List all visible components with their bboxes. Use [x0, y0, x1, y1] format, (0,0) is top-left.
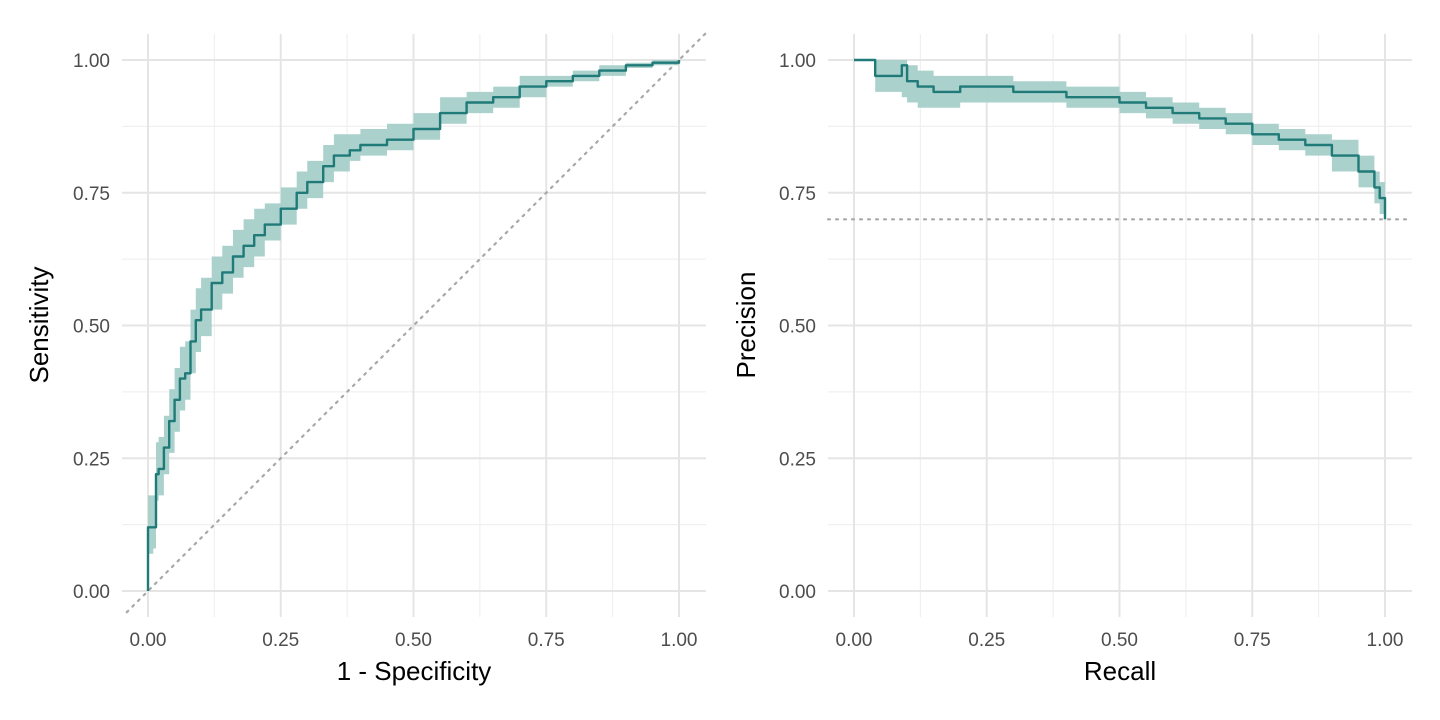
- roc-y-tick-label: 0.50: [73, 317, 110, 338]
- pr-confidence-band: [854, 60, 1385, 230]
- pr-grid: [828, 34, 1412, 617]
- pr-y-tick-label: 0.25: [779, 449, 816, 470]
- pr-x-tick-label: 0.50: [1101, 630, 1138, 651]
- pr-curve-line: [854, 58, 1387, 220]
- pr-x-tick-label: 0.25: [968, 630, 1005, 651]
- roc-x-tick-label: 1.00: [661, 630, 698, 651]
- roc-y-axis-title: Sensitivity: [24, 266, 54, 383]
- pr-y-tick-labels: 0.00 0.25 0.50 0.75 1.00: [779, 51, 816, 603]
- pr-y-tick-label: 0.75: [779, 184, 816, 205]
- pr-y-axis-title: Precision: [731, 272, 761, 379]
- roc-x-tick-label: 0.25: [262, 630, 299, 651]
- roc-curve-line: [146, 60, 681, 591]
- pr-x-axis-title: Recall: [1084, 656, 1156, 686]
- roc-x-tick-label: 0.75: [528, 630, 565, 651]
- pr-x-tick-label: 1.00: [1367, 630, 1404, 651]
- roc-chance-diagonal: [125, 32, 707, 614]
- pr-x-tick-labels: 0.00 0.25 0.50 0.75 1.00: [836, 630, 1404, 651]
- pr-y-tick-label: 0.50: [779, 317, 816, 338]
- pr-y-tick-label: 1.00: [779, 51, 816, 72]
- roc-x-axis-title: 1 - Specificity: [337, 656, 492, 686]
- roc-x-tick-labels: 0.00 0.25 0.50 0.75 1.00: [130, 630, 698, 651]
- roc-x-tick-label: 0.50: [395, 630, 432, 651]
- roc-y-tick-label: 1.00: [73, 51, 110, 72]
- roc-y-tick-label: 0.25: [73, 449, 110, 470]
- precision-recall-panel: 0.00 0.25 0.50 0.75 1.00 0.00 0.25 0.50 0.75 1.0…: [731, 34, 1414, 686]
- pr-x-tick-label: 0.00: [836, 630, 873, 651]
- roc-y-tick-labels: 0.00 0.25 0.50 0.75 1.00: [73, 51, 110, 603]
- roc-y-tick-label: 0.00: [73, 582, 110, 603]
- roc-y-tick-label: 0.75: [73, 184, 110, 205]
- pr-x-tick-label: 0.75: [1234, 630, 1271, 651]
- roc-panel: 0.00 0.25 0.50 0.75 1.00 0.00 0.25 0.50 0.75 1.0…: [24, 32, 707, 686]
- pr-y-tick-label: 0.00: [779, 582, 816, 603]
- roc-x-tick-label: 0.00: [130, 630, 167, 651]
